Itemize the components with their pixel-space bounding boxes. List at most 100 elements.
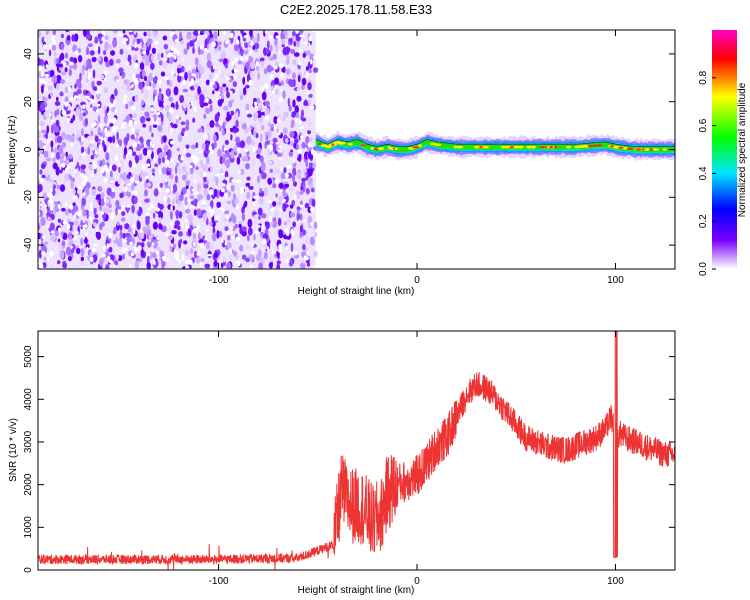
noise-speckle (200, 258, 205, 262)
noise-gap (306, 90, 311, 95)
noise-speckle (220, 50, 226, 60)
signal-hotspot-yellow (370, 146, 375, 150)
noise-speckle (56, 184, 61, 190)
noise-speckle (301, 77, 307, 86)
noise-gap (197, 202, 200, 209)
noise-gap (225, 40, 229, 45)
noise-speckle (301, 117, 307, 122)
noise-speckle (134, 128, 141, 134)
noise-gap (57, 227, 62, 233)
noise-gap (310, 59, 313, 65)
noise-speckle (212, 226, 216, 235)
noise-speckle (218, 125, 222, 132)
noise-speckle (163, 144, 169, 153)
noise-gap (188, 65, 191, 70)
noise-speckle (204, 107, 211, 115)
noise-speckle (288, 105, 292, 112)
noise-speckle (268, 262, 273, 269)
noise-speckle (143, 31, 147, 37)
noise-gap (229, 248, 232, 255)
noise-speckle (50, 140, 54, 148)
noise-gap (249, 131, 252, 134)
noise-gap (303, 41, 308, 45)
noise-speckle (80, 247, 85, 257)
noise-speckle (224, 139, 229, 145)
signal-hotspot-red (361, 144, 366, 147)
noise-speckle (93, 222, 97, 228)
noise-speckle (118, 139, 123, 147)
noise-speckle (308, 93, 313, 98)
noise-gap (253, 195, 258, 199)
noise-gap (72, 195, 76, 200)
noise-gap (98, 136, 104, 140)
noise-gap (274, 84, 278, 90)
noise-speckle (113, 226, 117, 235)
noise-speckle (268, 184, 272, 191)
noise-speckle (178, 211, 183, 219)
noise-gap (49, 44, 52, 50)
snr-y-ticks: 0 1000 2000 3000 4000 5000 (23, 345, 675, 573)
noise-speckle (285, 138, 289, 144)
noise-speckle (158, 100, 163, 108)
noise-speckle (51, 44, 57, 51)
noise-speckle (77, 81, 82, 90)
noise-gap (225, 176, 229, 181)
noise-speckle (111, 164, 117, 172)
noise-speckle (232, 128, 238, 134)
noise-speckle (184, 71, 188, 81)
noise-speckle (256, 105, 263, 110)
noise-speckle (115, 200, 120, 207)
noise-speckle (140, 143, 144, 149)
noise-speckle (48, 49, 52, 57)
noise-speckle (134, 174, 139, 182)
colorbar-tick-label: 0.2 (698, 214, 709, 228)
colorbar: 0.0 0.2 0.4 0.6 0.8 Normalized spectral ampl… (698, 30, 748, 276)
noise-speckle (151, 168, 156, 173)
noise-speckle (233, 44, 240, 52)
noise-speckle (272, 142, 277, 152)
noise-speckle (231, 98, 234, 104)
noise-speckle (176, 147, 180, 152)
noise-gap (234, 57, 239, 63)
noise-speckle (289, 204, 294, 209)
noise-speckle (205, 142, 209, 152)
noise-gap (104, 138, 107, 142)
noise-speckle (168, 96, 173, 102)
noise-speckle (144, 180, 147, 189)
noise-speckle (216, 229, 220, 239)
noise-speckle (299, 224, 303, 233)
noise-gap (189, 165, 193, 169)
noise-gap (278, 245, 282, 250)
noise-gap (91, 122, 95, 128)
noise-speckle (148, 234, 152, 244)
noise-gap (106, 243, 110, 249)
noise-speckle (276, 263, 281, 269)
noise-speckle (265, 221, 270, 230)
noise-speckle (185, 185, 189, 190)
snr-y-tick-label: 5000 (23, 345, 34, 368)
noise-speckle (248, 185, 254, 190)
noise-speckle (195, 72, 200, 79)
noise-speckle (189, 225, 194, 231)
noise-speckle (235, 110, 239, 120)
noise-speckle (245, 257, 251, 263)
noise-speckle (264, 141, 267, 150)
noise-speckle (249, 125, 254, 130)
noise-speckle (240, 168, 245, 176)
noise-speckle (213, 188, 218, 197)
snr-y-tick-label: 2000 (23, 473, 34, 496)
noise-speckle (193, 84, 197, 88)
noise-speckle (165, 183, 168, 189)
noise-gap (155, 207, 160, 212)
noise-speckle (239, 244, 244, 252)
noise-gap (293, 194, 297, 200)
noise-gap (290, 252, 294, 255)
noise-speckle (40, 163, 46, 170)
noise-speckle (313, 221, 318, 230)
noise-gap (44, 44, 48, 50)
noise-speckle (81, 128, 84, 137)
snr-x-ticks: -100 0 100 (209, 331, 624, 587)
noise-gap (124, 185, 128, 192)
noise-speckle (221, 158, 225, 164)
noise-gap (91, 139, 95, 143)
